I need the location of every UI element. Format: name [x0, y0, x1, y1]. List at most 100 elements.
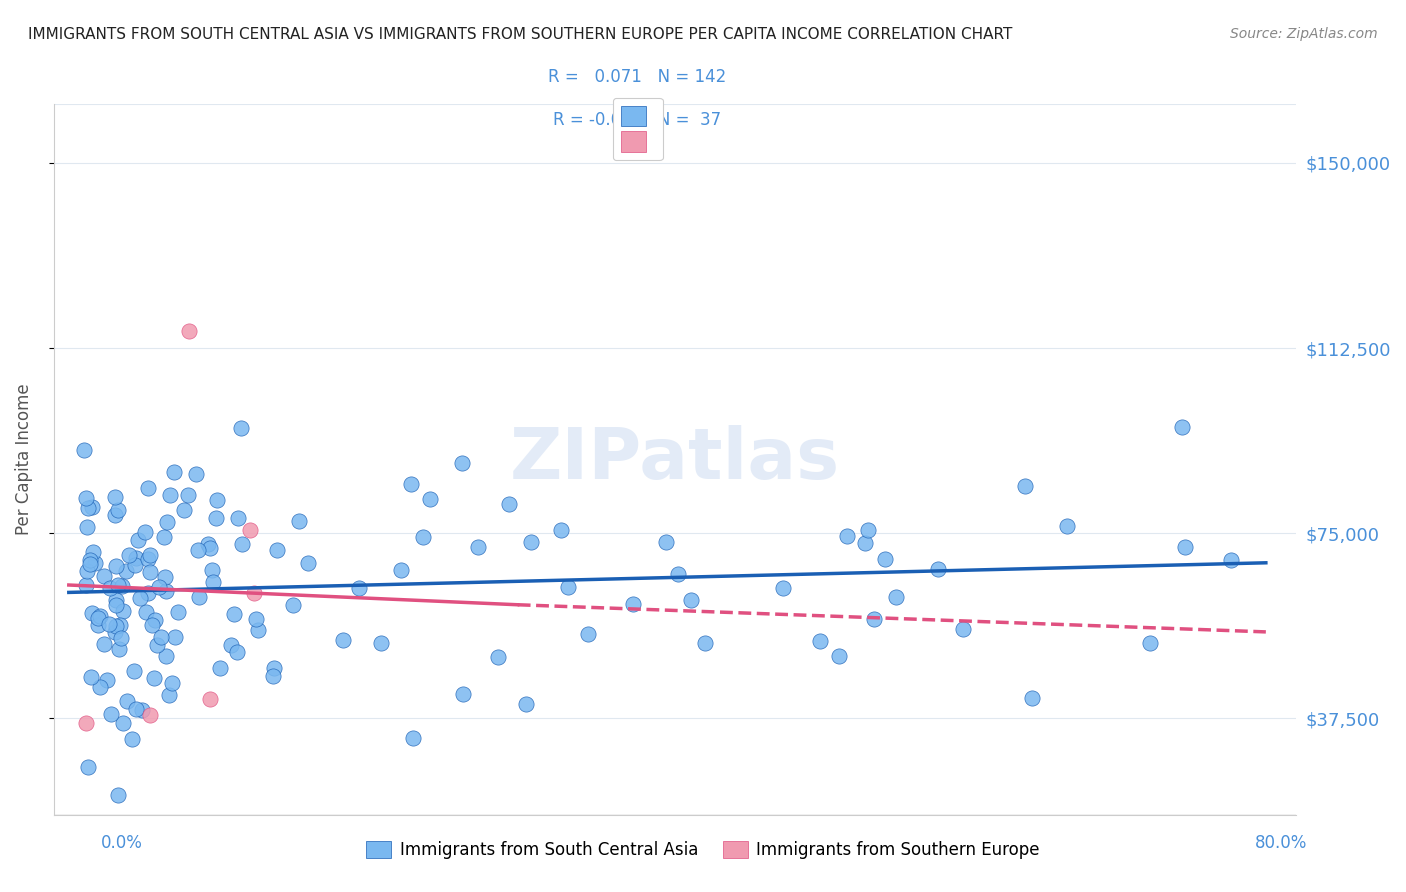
Point: [205, 510, 228, 524]
Point: [128, 591, 150, 606]
Point: [135, 605, 157, 619]
Point: [453, 687, 475, 701]
Text: 0.0%: 0.0%: [101, 834, 143, 852]
Point: [76, 564, 98, 578]
Text: R = -0.060   N =  37: R = -0.060 N = 37: [554, 111, 721, 128]
Point: [112, 604, 135, 618]
Point: [76, 519, 98, 533]
Point: [173, 503, 195, 517]
Point: [515, 698, 537, 712]
Point: [110, 631, 132, 645]
Point: [117, 548, 139, 562]
Point: [105, 559, 128, 574]
Point: [519, 534, 541, 549]
Point: [157, 689, 180, 703]
Point: [347, 581, 370, 595]
Point: [370, 635, 392, 649]
Point: [107, 788, 129, 802]
Point: [176, 488, 198, 502]
Point: [389, 563, 412, 577]
Point: [835, 529, 858, 543]
Point: [1220, 553, 1243, 567]
Point: [828, 649, 851, 664]
Point: [76, 715, 98, 730]
Point: [96, 673, 118, 687]
Point: [80, 606, 103, 620]
Point: [104, 593, 127, 607]
Point: [134, 524, 156, 539]
Point: [1021, 690, 1043, 705]
Point: [1139, 636, 1161, 650]
Point: [1171, 420, 1194, 434]
Point: [231, 537, 253, 551]
Point: [87, 611, 110, 625]
Point: [167, 605, 190, 619]
Point: [875, 552, 897, 566]
Point: [159, 488, 181, 502]
Point: [82, 545, 104, 559]
Text: 80.0%: 80.0%: [1256, 834, 1308, 852]
Point: [498, 497, 520, 511]
Point: [155, 648, 177, 663]
Point: [139, 548, 162, 562]
Point: [97, 616, 120, 631]
Point: [952, 622, 974, 636]
Point: [138, 586, 160, 600]
Point: [266, 543, 288, 558]
Point: [486, 649, 509, 664]
Legend: Immigrants from South Central Asia, Immigrants from Southern Europe: Immigrants from South Central Asia, Immi…: [360, 834, 1046, 866]
Point: [79, 552, 101, 566]
Point: [75, 577, 97, 591]
Point: [75, 491, 97, 505]
Point: [197, 537, 219, 551]
Point: [201, 563, 224, 577]
Point: [160, 676, 183, 690]
Point: [263, 661, 285, 675]
Point: [239, 523, 262, 537]
Point: [187, 591, 209, 605]
Point: [224, 607, 246, 622]
Point: [105, 598, 128, 612]
Point: [122, 665, 145, 679]
Text: IMMIGRANTS FROM SOUTH CENTRAL ASIA VS IMMIGRANTS FROM SOUTHERN EUROPE PER CAPITA: IMMIGRANTS FROM SOUTH CENTRAL ASIA VS IM…: [28, 27, 1012, 42]
Point: [77, 760, 100, 774]
Point: [131, 703, 153, 717]
Legend: , : ,: [613, 98, 662, 161]
Point: [148, 580, 170, 594]
Point: [138, 551, 160, 566]
Point: [853, 536, 876, 550]
Point: [200, 691, 222, 706]
Point: [226, 511, 249, 525]
Point: [93, 637, 115, 651]
Point: [76, 500, 98, 515]
Point: [297, 556, 319, 570]
Point: [100, 706, 122, 721]
Point: [121, 732, 143, 747]
Point: [621, 597, 644, 611]
Point: [107, 502, 129, 516]
Point: [138, 565, 160, 579]
Point: [111, 715, 134, 730]
Point: [177, 324, 200, 338]
Point: [467, 540, 489, 554]
Point: [205, 493, 228, 508]
Text: R =   0.071   N = 142: R = 0.071 N = 142: [548, 68, 727, 86]
Point: [104, 619, 127, 633]
Text: Source: ZipAtlas.com: Source: ZipAtlas.com: [1230, 27, 1378, 41]
Point: [156, 515, 179, 529]
Point: [229, 421, 252, 435]
Point: [114, 564, 136, 578]
Point: [82, 500, 104, 514]
Point: [93, 569, 115, 583]
Point: [262, 668, 284, 682]
Point: [198, 541, 221, 556]
Point: [401, 731, 423, 745]
Point: [219, 639, 242, 653]
Point: [124, 558, 146, 572]
Point: [550, 523, 572, 537]
Point: [73, 442, 96, 457]
Point: [150, 631, 173, 645]
Point: [89, 681, 111, 695]
Point: [557, 580, 579, 594]
Point: [679, 593, 702, 607]
